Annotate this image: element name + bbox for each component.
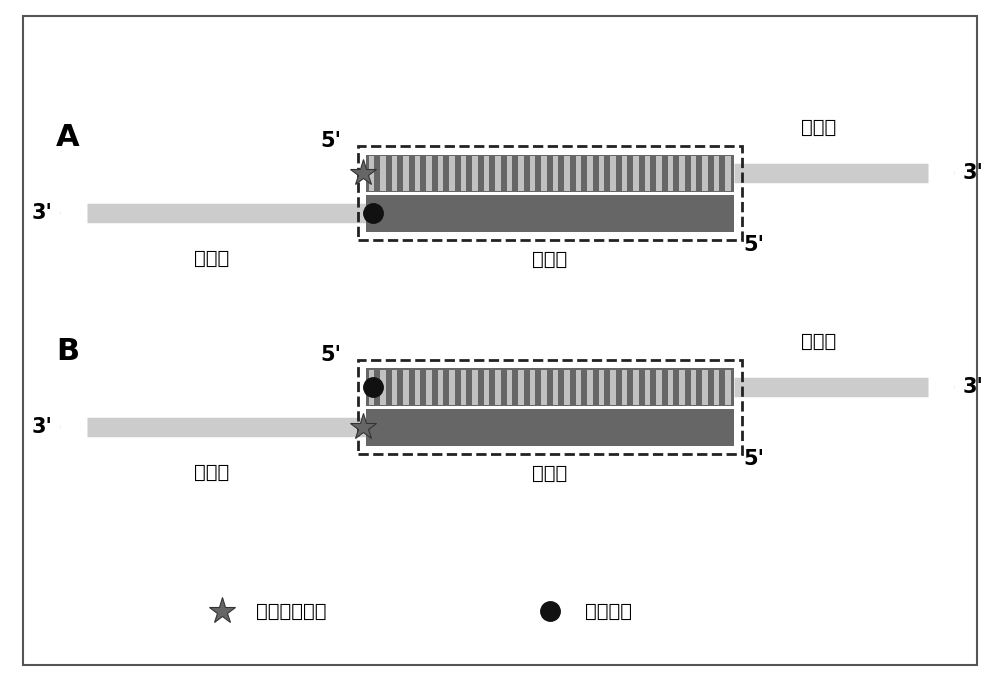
Text: 5': 5' <box>320 345 341 365</box>
Bar <box>668 370 673 404</box>
Text: 5': 5' <box>744 235 765 255</box>
Bar <box>484 156 489 191</box>
Bar <box>518 156 524 191</box>
Bar <box>691 156 696 191</box>
Bar <box>438 156 443 191</box>
Bar <box>553 156 558 191</box>
Bar <box>530 370 535 404</box>
Bar <box>461 370 466 404</box>
Text: 淬灭基团: 淬灭基团 <box>585 602 632 621</box>
Text: 5': 5' <box>320 131 341 151</box>
Bar <box>714 156 719 191</box>
Text: 单链臂: 单链臂 <box>801 332 836 351</box>
Bar <box>702 156 708 191</box>
Bar <box>366 369 734 406</box>
Bar <box>622 156 627 191</box>
Bar <box>461 156 466 191</box>
Bar <box>656 156 662 191</box>
Bar <box>541 370 547 404</box>
Bar <box>564 156 570 191</box>
Text: 荧光报告基团: 荧光报告基团 <box>256 602 327 621</box>
Bar <box>507 370 512 404</box>
Bar <box>599 156 604 191</box>
Bar <box>679 370 685 404</box>
Text: B: B <box>56 337 79 366</box>
Text: 单链臂: 单链臂 <box>194 249 229 268</box>
Bar <box>403 156 409 191</box>
Bar <box>366 154 734 192</box>
Text: 3': 3' <box>962 163 983 183</box>
Bar <box>702 370 708 404</box>
Bar <box>530 156 535 191</box>
Bar <box>495 370 501 404</box>
Text: 3': 3' <box>32 417 53 437</box>
Bar <box>415 370 420 404</box>
Bar <box>599 370 604 404</box>
Bar <box>725 370 731 404</box>
Bar <box>587 370 593 404</box>
Bar <box>668 156 673 191</box>
Bar <box>656 370 662 404</box>
Bar <box>369 156 374 191</box>
Bar <box>564 370 570 404</box>
Bar <box>576 156 581 191</box>
Bar <box>691 370 696 404</box>
Text: 3': 3' <box>962 377 983 397</box>
Bar <box>610 370 616 404</box>
Bar <box>426 156 432 191</box>
Bar <box>541 156 547 191</box>
Bar <box>449 156 455 191</box>
Bar <box>495 156 501 191</box>
Bar <box>358 146 742 240</box>
Bar <box>392 370 397 404</box>
Text: 单链臂: 单链臂 <box>194 463 229 482</box>
Bar <box>645 156 650 191</box>
Bar <box>576 370 581 404</box>
Bar <box>622 370 627 404</box>
Bar <box>472 370 478 404</box>
Bar <box>415 156 420 191</box>
Bar <box>633 156 639 191</box>
Bar <box>380 156 386 191</box>
Bar <box>518 370 524 404</box>
Text: 3': 3' <box>32 204 53 223</box>
Text: 单链臂: 单链臂 <box>801 118 836 137</box>
Bar <box>645 370 650 404</box>
Bar <box>553 370 558 404</box>
Bar <box>484 370 489 404</box>
Bar <box>366 408 734 446</box>
Bar <box>679 156 685 191</box>
Text: A: A <box>56 123 79 152</box>
Bar <box>380 370 386 404</box>
Bar <box>472 156 478 191</box>
Bar <box>366 195 734 232</box>
Bar <box>426 370 432 404</box>
Bar <box>358 361 742 454</box>
Bar <box>714 370 719 404</box>
Text: 双链区: 双链区 <box>532 464 567 483</box>
Bar <box>507 156 512 191</box>
Bar <box>438 370 443 404</box>
Bar <box>725 156 731 191</box>
Bar <box>610 156 616 191</box>
Text: 5': 5' <box>744 450 765 469</box>
Bar <box>369 370 374 404</box>
Bar <box>392 156 397 191</box>
Bar <box>449 370 455 404</box>
Text: 双链区: 双链区 <box>532 250 567 269</box>
Bar <box>403 370 409 404</box>
Bar <box>633 370 639 404</box>
Bar <box>587 156 593 191</box>
